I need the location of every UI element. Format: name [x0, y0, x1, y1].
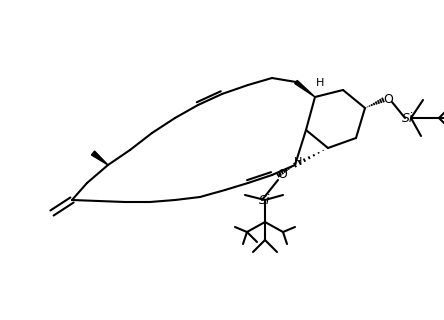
Text: Si: Si	[402, 111, 414, 124]
Polygon shape	[295, 80, 315, 97]
Text: O: O	[383, 92, 393, 106]
Text: O: O	[277, 167, 287, 180]
Text: H: H	[316, 78, 324, 88]
Text: Si: Si	[259, 194, 271, 206]
Text: H: H	[294, 157, 302, 167]
Polygon shape	[91, 151, 108, 165]
